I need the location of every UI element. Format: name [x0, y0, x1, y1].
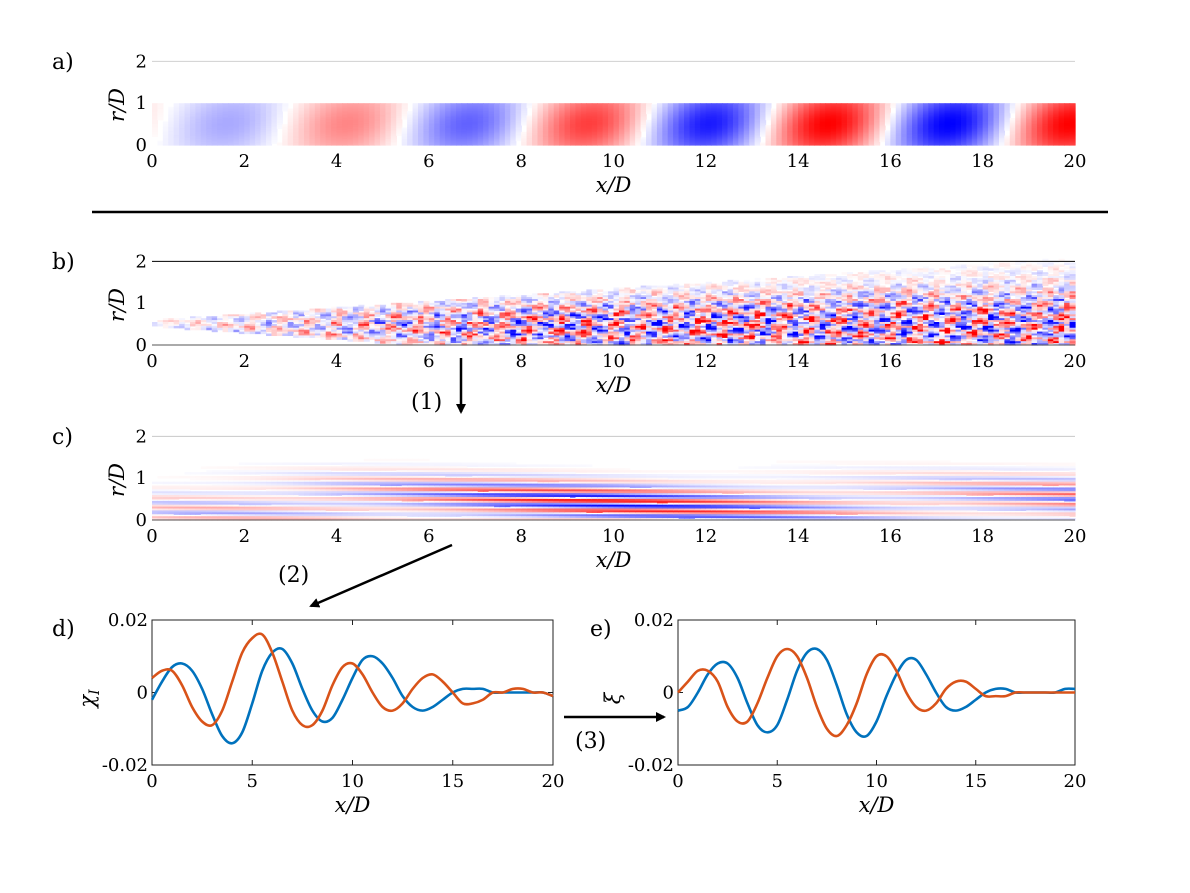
ylabel-c: r/D	[105, 463, 129, 497]
xtick-label-a-4: 8	[515, 151, 526, 172]
panel-label-c: c)	[52, 425, 73, 450]
xlabel-b: x/D	[596, 373, 632, 397]
xtick-label-e-2: 10	[865, 771, 888, 792]
xlabel-c: x/D	[596, 548, 632, 572]
field-a	[152, 103, 1076, 146]
step-1-label: (1)	[411, 390, 442, 415]
field-c	[152, 458, 1076, 521]
field-b	[152, 258, 1076, 346]
ytick-label-b-2: 2	[136, 251, 147, 272]
xtick-label-b-2: 4	[331, 351, 342, 372]
xtick-label-a-0: 0	[146, 151, 157, 172]
ytick-label-c-0: 0	[136, 510, 147, 531]
xtick-label-c-4: 8	[515, 526, 526, 547]
xlabel-e: x/D	[859, 793, 895, 817]
ylabel-e: ξ	[601, 691, 625, 704]
ytick-label-a-1: 1	[136, 93, 147, 114]
ytick-label-b-0: 0	[136, 335, 147, 356]
ytick-label-d-1: 0	[137, 683, 148, 704]
xtick-label-b-7: 14	[787, 351, 810, 372]
xtick-label-a-6: 12	[694, 151, 717, 172]
ytick-label-b-1: 1	[136, 293, 147, 314]
xtick-label-b-9: 18	[971, 351, 994, 372]
xtick-label-a-1: 2	[239, 151, 250, 172]
panel-label-d: d)	[52, 617, 75, 642]
ytick-label-a-0: 0	[136, 135, 147, 156]
xtick-label-a-9: 18	[971, 151, 994, 172]
xtick-label-d-3: 15	[441, 771, 464, 792]
xtick-label-b-10: 20	[1064, 351, 1087, 372]
xlabel-a: x/D	[596, 173, 632, 197]
xtick-label-b-4: 8	[515, 351, 526, 372]
ytick-label-c-2: 2	[136, 426, 147, 447]
xtick-label-b-3: 6	[423, 351, 434, 372]
xtick-label-d-0: 0	[146, 771, 157, 792]
xtick-label-a-7: 14	[787, 151, 810, 172]
xtick-label-c-2: 4	[331, 526, 342, 547]
xtick-label-d-4: 20	[542, 771, 565, 792]
xtick-label-d-1: 5	[247, 771, 258, 792]
xtick-label-c-3: 6	[423, 526, 434, 547]
xtick-label-b-5: 10	[602, 351, 625, 372]
step-2-label: (2)	[278, 563, 309, 588]
xtick-label-b-0: 0	[146, 351, 157, 372]
xtick-label-a-5: 10	[602, 151, 625, 172]
panel-label-e: e)	[590, 617, 612, 642]
ytick-label-e-0: -0.02	[628, 755, 674, 776]
panel-label-b: b)	[52, 250, 75, 275]
xlabel-d: x/D	[335, 793, 371, 817]
ytick-label-d-0: -0.02	[102, 755, 148, 776]
panel-label-a: a)	[52, 50, 74, 75]
xtick-label-a-3: 6	[423, 151, 434, 172]
series-line-d-0	[150, 646, 554, 745]
xtick-label-a-10: 20	[1064, 151, 1087, 172]
xtick-label-c-0: 0	[146, 526, 157, 547]
xtick-label-b-6: 12	[694, 351, 717, 372]
xtick-label-a-8: 16	[879, 151, 902, 172]
series-line-d-1	[151, 632, 554, 729]
xtick-label-c-8: 16	[879, 526, 902, 547]
xtick-label-c-6: 12	[694, 526, 717, 547]
xtick-label-b-1: 2	[239, 351, 250, 372]
series-line-e-1	[677, 647, 1075, 738]
series-line-e-0	[677, 647, 1076, 739]
xtick-label-c-1: 2	[239, 526, 250, 547]
xtick-label-c-9: 18	[971, 526, 994, 547]
ytick-label-e-2: 0.02	[634, 610, 674, 631]
xtick-label-c-10: 20	[1064, 526, 1087, 547]
xtick-label-c-7: 14	[787, 526, 810, 547]
xtick-label-e-0: 0	[672, 771, 683, 792]
xtick-label-e-1: 5	[772, 771, 783, 792]
xtick-label-e-3: 15	[964, 771, 987, 792]
ytick-label-a-2: 2	[136, 51, 147, 72]
xtick-label-d-2: 10	[341, 771, 364, 792]
ytick-label-c-1: 1	[136, 468, 147, 489]
step-3-label: (3)	[575, 729, 606, 754]
xtick-label-e-4: 20	[1064, 771, 1087, 792]
step-2-arrow	[309, 543, 453, 608]
ytick-label-d-2: 0.02	[108, 610, 148, 631]
ylabel-a: r/D	[105, 88, 129, 122]
xtick-label-a-2: 4	[331, 151, 342, 172]
ytick-label-e-1: 0	[663, 683, 674, 704]
ylabel-b: r/D	[105, 288, 129, 322]
xtick-label-b-8: 16	[879, 351, 902, 372]
ylabel-d: χI	[75, 689, 103, 710]
xtick-label-c-5: 10	[602, 526, 625, 547]
